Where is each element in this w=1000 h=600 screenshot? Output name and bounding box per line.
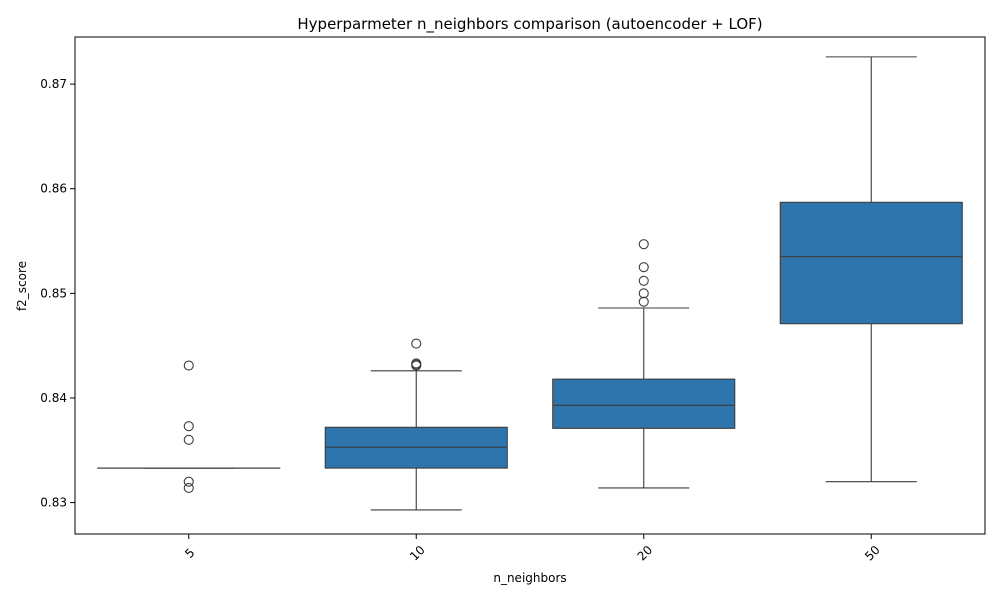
outlier-point [183, 360, 194, 371]
x-axis-label: n_neighbors [493, 571, 566, 585]
box-iqr [552, 378, 736, 429]
y-tick-label: 0.84 [40, 391, 67, 405]
y-axis-label: f2_score [15, 261, 29, 311]
box-5 [97, 360, 281, 494]
outlier-point [411, 338, 422, 349]
outlier-point [183, 421, 194, 432]
outlier-point [183, 476, 194, 487]
x-axis: 5 10 20 50 [182, 534, 883, 564]
box-10 [324, 338, 508, 511]
outlier-point [638, 275, 649, 286]
box-50 [779, 56, 963, 483]
box-20 [552, 239, 736, 489]
y-tick-label: 0.83 [40, 496, 67, 510]
outlier-point [183, 482, 194, 494]
y-axis: 0.83 0.84 0.85 0.86 0.87 [40, 77, 75, 510]
outlier-point [638, 262, 649, 273]
box-iqr [779, 201, 963, 325]
x-tick-label: 50 [862, 543, 883, 564]
outlier-point [638, 296, 649, 307]
y-tick-label: 0.86 [40, 182, 67, 196]
y-tick-label: 0.85 [40, 286, 67, 300]
x-tick-label: 10 [407, 543, 428, 564]
outlier-point [183, 434, 194, 445]
y-tick-label: 0.87 [40, 77, 67, 91]
chart-title: Hyperparmeter n_neighbors comparison (au… [297, 15, 762, 34]
x-tick-label: 5 [182, 546, 197, 561]
plot-frame [74, 36, 986, 535]
plot-area [74, 36, 986, 535]
outlier-point [411, 360, 422, 371]
x-tick-label: 20 [635, 543, 656, 564]
outlier-point [638, 288, 649, 299]
outlier-point [638, 239, 649, 250]
